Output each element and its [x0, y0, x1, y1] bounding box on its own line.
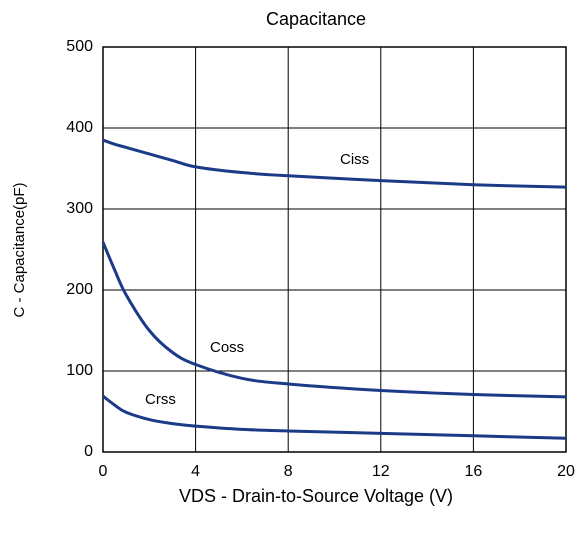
series-label: Ciss: [340, 151, 369, 168]
y-tick-label: 100: [66, 362, 93, 379]
series-label: Crss: [145, 391, 176, 408]
y-tick-label: 400: [66, 119, 93, 136]
y-axis-label: C - Capacitance(pF): [11, 182, 28, 317]
x-axis-label: VDS - Drain-to-Source Voltage (V): [179, 486, 453, 506]
plot-frame: [102, 46, 567, 453]
y-tick-label: 200: [66, 281, 93, 298]
y-tick-label: 500: [66, 38, 93, 55]
x-tick-label: 20: [557, 463, 575, 480]
x-tick-label: 12: [372, 463, 390, 480]
y-tick-label: 300: [66, 200, 93, 217]
x-tick-label: 8: [284, 463, 293, 480]
y-tick-label: 0: [84, 443, 93, 460]
chart-title: Capacitance: [266, 9, 366, 29]
series-label: Coss: [210, 339, 244, 356]
series-line: [102, 394, 567, 440]
series-line: [102, 138, 567, 189]
x-tick-label: 4: [191, 463, 200, 480]
x-tick-label: 16: [465, 463, 483, 480]
x-tick-label: 0: [99, 463, 108, 480]
series-line: [101, 241, 567, 399]
